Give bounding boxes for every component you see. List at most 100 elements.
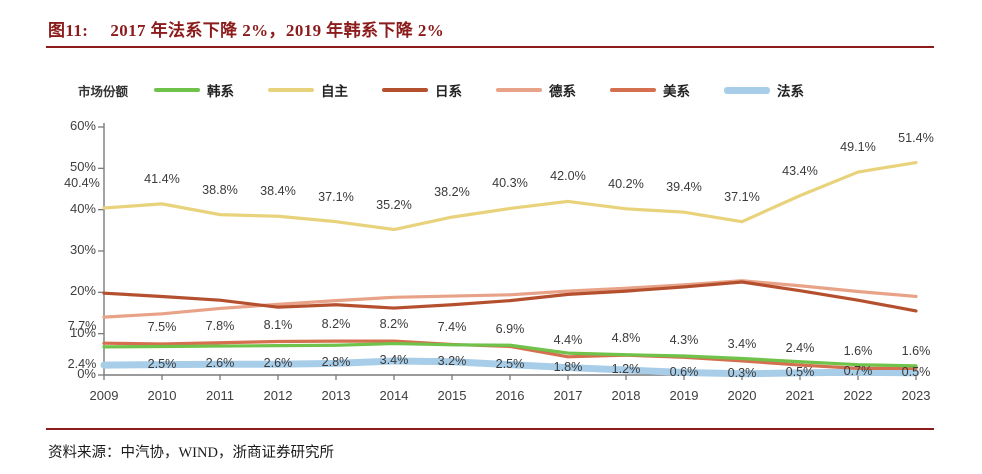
data-label-自主: 40.2% bbox=[608, 176, 644, 191]
chart-legend: 市场份额 韩系 自主 日系 德系 美系 法系 bbox=[78, 80, 838, 100]
data-label-美系: 2.4% bbox=[785, 341, 815, 356]
x-axis-tick-label: 2020 bbox=[727, 388, 757, 403]
legend-label: 德系 bbox=[549, 84, 577, 99]
data-label-自主: 40.4% bbox=[64, 176, 100, 190]
legend-item-dexi[interactable]: 德系 bbox=[496, 80, 576, 100]
y-axis-tick-label: 0% bbox=[77, 366, 96, 381]
data-label-自主: 41.4% bbox=[144, 171, 180, 186]
divider-top bbox=[46, 46, 934, 48]
series-line-日系 bbox=[102, 280, 918, 313]
data-label-法系: 2.6% bbox=[205, 356, 235, 371]
x-axis-tick-label: 2012 bbox=[263, 388, 293, 403]
x-axis-tick-label: 2015 bbox=[437, 388, 467, 403]
legend-swatch-icon bbox=[724, 86, 771, 94]
legend-item-zizhu[interactable]: 自主 bbox=[268, 80, 348, 100]
x-axis-tick-label: 2022 bbox=[843, 388, 873, 403]
data-label-美系: 1.6% bbox=[843, 344, 873, 359]
data-label-自主: 38.4% bbox=[260, 184, 296, 199]
legend-item-faxi[interactable]: 法系 bbox=[724, 80, 804, 100]
legend-label: 美系 bbox=[663, 84, 691, 99]
x-axis-tick-label: 2023 bbox=[901, 388, 931, 403]
data-label-自主: 49.1% bbox=[840, 140, 876, 155]
x-axis-tick-label: 2019 bbox=[669, 388, 699, 403]
data-label-美系: 7.7% bbox=[67, 319, 97, 334]
y-axis-tick-label: 50% bbox=[69, 159, 96, 175]
x-axis-tick-label: 2017 bbox=[553, 388, 583, 403]
legend-label: 法系 bbox=[777, 84, 805, 99]
x-axis-tick-label: 2009 bbox=[89, 388, 119, 403]
figure-number: 图11: bbox=[48, 21, 89, 40]
data-label-美系: 7.4% bbox=[437, 320, 467, 335]
data-label-美系: 1.6% bbox=[901, 344, 931, 359]
series-line-法系 bbox=[100, 357, 920, 378]
data-label-法系: 0.6% bbox=[669, 364, 699, 379]
data-label-法系: 2.5% bbox=[495, 356, 525, 371]
data-label-美系: 8.2% bbox=[379, 317, 409, 332]
legend-label: 韩系 bbox=[207, 84, 235, 99]
data-label-美系: 4.3% bbox=[669, 333, 699, 348]
data-label-自主: 39.4% bbox=[666, 180, 702, 195]
data-label-美系: 3.4% bbox=[727, 336, 757, 351]
series-line-韩系 bbox=[102, 341, 918, 368]
legend-item-meixi[interactable]: 美系 bbox=[610, 80, 690, 100]
legend-swatch-icon bbox=[496, 88, 543, 92]
data-label-法系: 0.5% bbox=[785, 364, 815, 379]
legend-swatch-icon bbox=[268, 88, 315, 92]
x-axis-tick-label: 2021 bbox=[785, 388, 815, 403]
data-label-自主: 43.4% bbox=[782, 163, 818, 178]
data-label-法系: 1.8% bbox=[553, 359, 583, 374]
data-label-自主: 38.8% bbox=[202, 182, 238, 197]
series-line-德系 bbox=[102, 279, 918, 319]
data-label-自主: 42.0% bbox=[550, 169, 586, 184]
data-label-美系: 8.2% bbox=[321, 317, 351, 332]
legend-title: 市场份额 bbox=[78, 84, 129, 99]
data-label-美系: 4.4% bbox=[553, 332, 583, 347]
source-note: 资料来源：中汽协，WIND，浙商证券研究所 bbox=[48, 445, 334, 461]
data-label-自主: 37.1% bbox=[318, 189, 354, 204]
data-label-美系: 4.8% bbox=[611, 331, 641, 346]
x-axis-tick-label: 2014 bbox=[379, 388, 409, 403]
data-label-法系: 1.2% bbox=[611, 362, 641, 377]
y-axis-tick-label: 20% bbox=[69, 283, 96, 299]
data-label-自主: 35.2% bbox=[376, 197, 412, 212]
legend-swatch-icon bbox=[610, 88, 657, 92]
legend-item-hanxi[interactable]: 韩系 bbox=[154, 80, 234, 100]
y-axis-tick-label: 40% bbox=[69, 200, 96, 216]
data-label-法系: 2.8% bbox=[321, 355, 351, 370]
data-label-自主: 38.2% bbox=[434, 185, 470, 200]
x-axis-tick-label: 2011 bbox=[206, 388, 234, 403]
legend-swatch-icon bbox=[154, 88, 201, 92]
data-label-美系: 8.1% bbox=[263, 317, 293, 332]
legend-item-rixi[interactable]: 日系 bbox=[382, 80, 462, 100]
x-axis-tick-label: 2010 bbox=[147, 388, 177, 403]
legend-label: 日系 bbox=[435, 84, 463, 99]
data-label-法系: 0.5% bbox=[901, 364, 931, 379]
data-label-美系: 6.9% bbox=[495, 322, 525, 337]
data-label-法系: 0.7% bbox=[843, 364, 873, 379]
data-label-美系: 7.5% bbox=[147, 320, 177, 334]
legend-swatch-icon bbox=[382, 88, 429, 92]
y-axis-tick-label: 30% bbox=[69, 242, 96, 257]
data-label-法系: 2.5% bbox=[147, 356, 177, 371]
series-line-自主 bbox=[102, 160, 918, 232]
x-axis-tick-label: 2018 bbox=[611, 388, 641, 403]
data-label-自主: 37.1% bbox=[724, 189, 760, 204]
y-axis-tick-label: 10% bbox=[69, 324, 96, 340]
page-title: 图11: 2017 年法系下降 2%，2019 年韩系下降 2% bbox=[48, 16, 444, 41]
x-axis-tick-label: 2016 bbox=[495, 388, 525, 403]
data-label-法系: 2.4% bbox=[67, 357, 97, 372]
data-label-自主: 40.3% bbox=[492, 176, 528, 191]
figure-title-text: 2017 年法系下降 2%，2019 年韩系下降 2% bbox=[110, 21, 445, 40]
data-label-法系: 3.2% bbox=[437, 353, 467, 368]
y-axis-tick-label: 60% bbox=[69, 118, 96, 133]
data-label-法系: 0.3% bbox=[727, 365, 757, 380]
data-label-法系: 3.4% bbox=[379, 352, 409, 367]
data-label-自主: 51.4% bbox=[898, 130, 934, 145]
x-axis-tick-label: 2013 bbox=[321, 388, 351, 403]
data-label-美系: 7.8% bbox=[205, 318, 235, 333]
data-label-法系: 2.6% bbox=[263, 356, 293, 371]
legend-label: 自主 bbox=[321, 84, 349, 99]
